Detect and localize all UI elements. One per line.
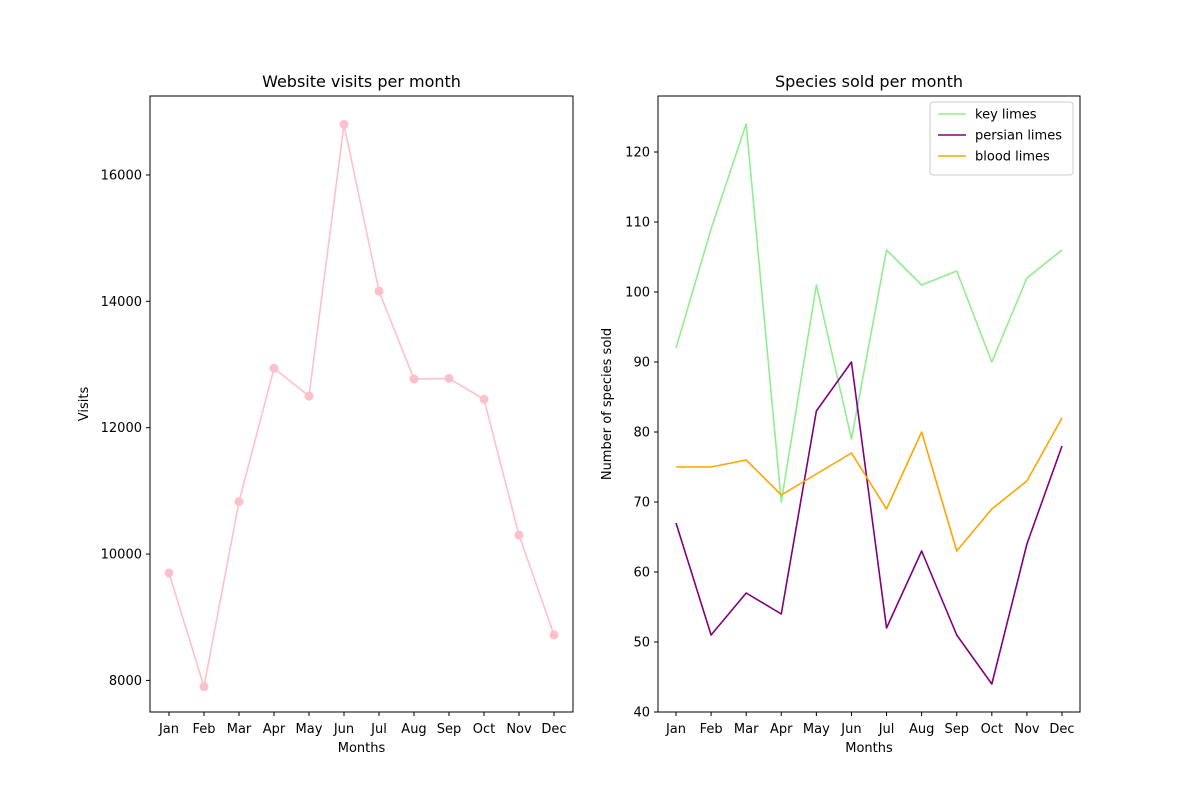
x-axis-label: Months [845, 741, 893, 756]
x-tick-label: Jun [333, 722, 354, 737]
website-visits-chart: Jan Feb Mar Apr May Jun Jul Aug Sep Oct Nov Dec 8000… [77, 72, 574, 756]
y-tick-label: 70 [633, 496, 650, 511]
series-blood-limes-line [676, 417, 1063, 552]
y-axis-label: Visits [77, 387, 92, 422]
legend-label: persian limes [975, 129, 1062, 144]
y-tick-label: 12000 [101, 421, 142, 436]
chart-title: Website visits per month [262, 72, 461, 91]
x-tick-label: Dec [1049, 722, 1074, 737]
x-tick-label: Nov [1014, 722, 1040, 737]
plot-frame [657, 95, 1081, 713]
data-point [444, 373, 454, 383]
legend-label: blood limes [975, 150, 1050, 165]
y-axis-label: Number of species sold [600, 328, 615, 480]
x-tick-label: Aug [401, 722, 426, 737]
y-tick-label: 10000 [101, 548, 142, 563]
data-point [164, 568, 174, 578]
data-point [409, 374, 419, 384]
y-tick-label: 8000 [109, 674, 142, 689]
data-point [269, 363, 279, 373]
x-tick-label: Jan [158, 722, 179, 737]
x-tick-label: Dec [541, 722, 566, 737]
x-tick-label: Sep [437, 722, 462, 737]
x-tick-label: Mar [227, 722, 252, 737]
x-tick-label: Aug [909, 722, 934, 737]
x-tick-label: May [803, 722, 830, 737]
y-tick-label: 100 [625, 286, 650, 301]
x-tick-label: Nov [506, 722, 532, 737]
y-tick-label: 120 [625, 146, 650, 161]
data-point [234, 497, 244, 507]
x-tick-label: Jul [370, 722, 387, 737]
x-tick-label: Jul [878, 722, 895, 737]
data-point [549, 630, 559, 640]
x-axis-label: Months [338, 741, 386, 756]
series-line [168, 123, 555, 688]
data-point [304, 391, 314, 401]
y-tick-label: 90 [633, 356, 650, 371]
data-point [339, 119, 349, 129]
data-point [514, 530, 524, 540]
x-tick-label: May [296, 722, 323, 737]
y-tick-label: 16000 [101, 168, 142, 183]
x-tick-label: Apr [770, 722, 793, 737]
y-tick-label: 40 [633, 706, 650, 721]
y-tick-label: 50 [633, 636, 650, 651]
legend-label: key limes [975, 108, 1037, 123]
x-tick-label: Mar [734, 722, 759, 737]
series-persian-limes-line [675, 361, 1063, 685]
chart-title: Species sold per month [775, 72, 963, 91]
y-tick-label: 80 [633, 426, 650, 441]
x-tick-label: Jan [665, 722, 686, 737]
y-tick-label: 14000 [101, 295, 142, 310]
series-key-limes-line [675, 123, 1063, 503]
x-tick-label: Oct [981, 722, 1003, 737]
y-tick-label: 110 [625, 216, 650, 231]
x-tick-label: Jun [840, 722, 861, 737]
species-sold-chart: Jan Feb Mar Apr May Jun Jul Aug Sep Oct Nov Dec 40 50… [600, 72, 1081, 756]
data-point [199, 682, 209, 692]
x-tick-label: Sep [944, 722, 969, 737]
x-tick-label: Feb [192, 722, 215, 737]
plot-frame [149, 95, 574, 713]
x-tick-label: Apr [263, 722, 286, 737]
legend: key limes persian limes blood limes [929, 101, 1074, 176]
data-point [479, 394, 489, 404]
x-tick-label: Oct [473, 722, 495, 737]
data-point [374, 286, 384, 296]
y-tick-label: 60 [633, 566, 650, 581]
x-tick-label: Feb [700, 722, 723, 737]
